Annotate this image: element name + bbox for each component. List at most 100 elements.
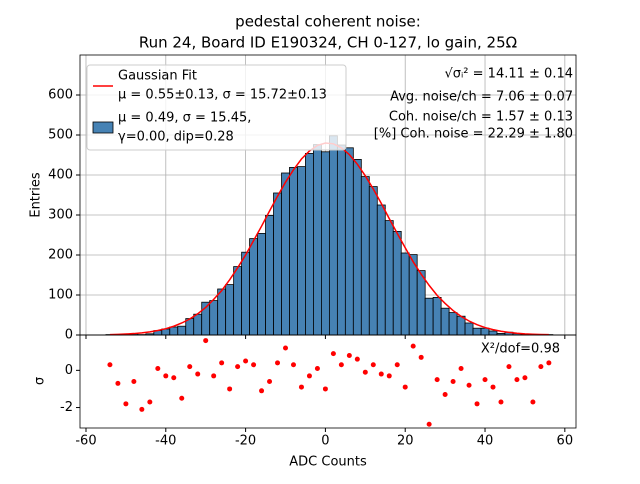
- bar: [377, 205, 385, 335]
- residual-point: [163, 373, 168, 378]
- bar: [361, 177, 369, 335]
- residual-point: [251, 362, 256, 367]
- residual-point: [467, 383, 472, 388]
- y-tick-label: 0: [65, 363, 73, 378]
- x-tick-label: 20: [397, 434, 414, 449]
- chart-title: Run 24, Board ID E190324, CH 0-127, lo g…: [139, 34, 517, 52]
- residual-point: [451, 379, 456, 384]
- bar: [218, 289, 226, 335]
- y-tick-label: 0: [65, 328, 73, 343]
- y-axis-label: σ: [33, 377, 48, 385]
- bar: [321, 152, 329, 335]
- bar: [457, 316, 465, 335]
- x-tick-label: 40: [477, 434, 494, 449]
- legend-label: γ=0.00, dip=0.28: [118, 130, 234, 145]
- bar: [250, 239, 258, 335]
- residual-point: [514, 377, 519, 382]
- residual-point: [211, 373, 216, 378]
- residual-point: [339, 362, 344, 367]
- residual-point: [363, 370, 368, 375]
- residual-point: [371, 362, 376, 367]
- bar: [465, 323, 473, 335]
- residual-point: [403, 385, 408, 390]
- residual-point: [347, 353, 352, 358]
- residual-point: [315, 366, 320, 371]
- fit-annotation: X²/dof=0.98: [481, 342, 560, 357]
- residual-point: [323, 386, 328, 391]
- bar: [441, 308, 449, 335]
- residual-point: [267, 379, 272, 384]
- bar: [242, 252, 250, 335]
- residual-point: [498, 399, 503, 404]
- y-tick-label: 200: [48, 248, 73, 263]
- residual-point: [411, 344, 416, 349]
- bar: [170, 327, 178, 335]
- stats-annotation: Avg. noise/ch = 7.06 ± 0.07: [390, 90, 573, 105]
- residual-point: [443, 392, 448, 397]
- residual-point: [155, 366, 160, 371]
- residual-point: [179, 396, 184, 401]
- residual-point: [299, 385, 304, 390]
- x-axis-label: ADC Counts: [289, 455, 367, 470]
- residual-point: [307, 373, 312, 378]
- y-tick-label: 100: [48, 288, 73, 303]
- x-tick-label: -60: [75, 434, 96, 449]
- stats-annotation: Coh. noise/ch = 1.57 ± 0.13: [389, 110, 573, 125]
- bar: [481, 328, 489, 335]
- residual-point: [243, 359, 248, 364]
- residual-point: [355, 357, 360, 362]
- x-tick-label: 0: [321, 434, 329, 449]
- residual-point: [275, 360, 280, 365]
- residual-point: [107, 362, 112, 367]
- residual-point: [291, 362, 296, 367]
- y-tick-label: 500: [48, 128, 73, 143]
- legend-label: μ = 0.49, σ = 15.45,: [118, 111, 251, 126]
- residual-point: [522, 375, 527, 380]
- residual-point: [419, 355, 424, 360]
- bar: [425, 298, 433, 335]
- residual-point: [395, 362, 400, 367]
- residual-point: [227, 386, 232, 391]
- y-axis-label: Entries: [29, 172, 44, 218]
- residual-point: [131, 379, 136, 384]
- bar: [234, 267, 242, 335]
- bar: [473, 328, 481, 335]
- residual-point: [546, 360, 551, 365]
- residual-point: [171, 375, 176, 380]
- legend-label: μ = 0.55±0.13, σ = 15.72±0.13: [118, 88, 327, 103]
- residual-point: [187, 364, 192, 369]
- chart-title: pedestal coherent noise:: [235, 13, 421, 31]
- bar: [297, 167, 305, 335]
- residual-point: [491, 385, 496, 390]
- residual-point: [235, 364, 240, 369]
- bar: [274, 193, 282, 335]
- residual-point: [147, 399, 152, 404]
- bar: [393, 231, 401, 335]
- residual-point: [530, 399, 535, 404]
- y-tick-label: 600: [48, 88, 73, 103]
- bar: [266, 215, 274, 335]
- residual-point: [459, 366, 464, 371]
- residual-point: [475, 401, 480, 406]
- bar: [369, 187, 377, 335]
- bar: [305, 153, 313, 335]
- residual-point: [506, 364, 511, 369]
- bar: [489, 331, 497, 335]
- residual-point: [483, 377, 488, 382]
- residual-point: [203, 338, 208, 343]
- bar: [313, 145, 321, 335]
- bar: [226, 285, 234, 335]
- residual-point: [379, 372, 384, 377]
- x-tick-label: -20: [235, 434, 256, 449]
- residual-point: [331, 351, 336, 356]
- bar: [345, 148, 353, 335]
- bar: [385, 221, 393, 335]
- residual-point: [123, 401, 128, 406]
- bar: [194, 314, 202, 335]
- x-tick-label: -40: [155, 434, 176, 449]
- stats-annotation: √σᵢ² = 14.11 ± 0.14: [444, 67, 573, 82]
- legend-label: Gaussian Fit: [118, 69, 197, 84]
- bar: [417, 271, 425, 335]
- residual-point: [538, 364, 543, 369]
